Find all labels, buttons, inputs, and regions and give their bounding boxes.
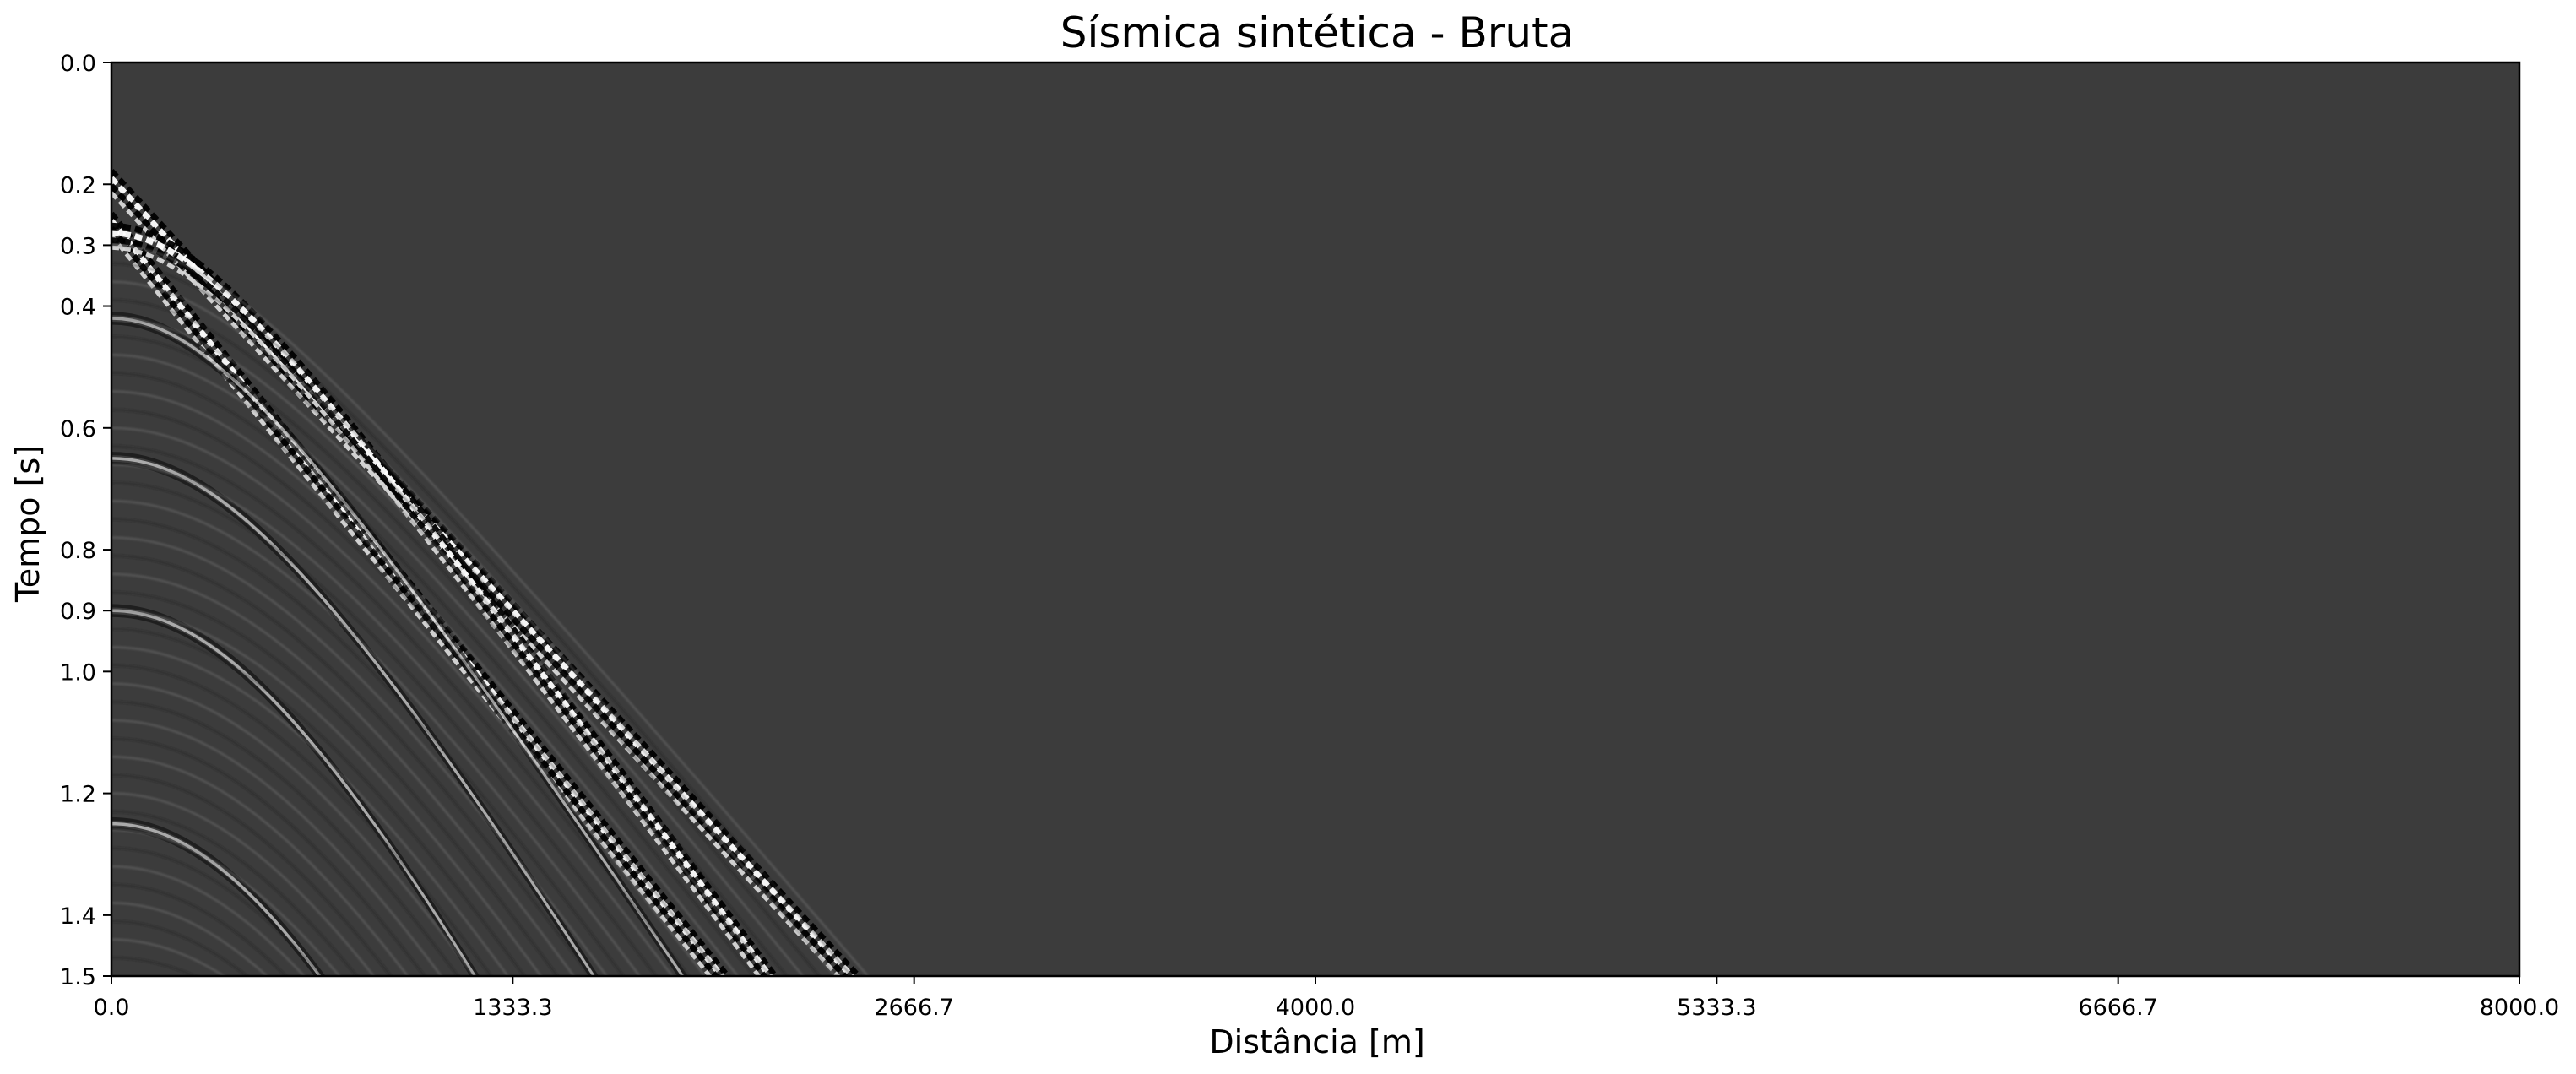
event-lobe (111, 312, 688, 976)
seismic-noise (111, 244, 870, 976)
weak-reflection (111, 591, 559, 976)
x-tick-label: 4000.0 (1276, 995, 1355, 1021)
weak-reflection (111, 865, 306, 976)
event-lobe (111, 317, 685, 976)
event-lobe (111, 222, 779, 976)
weak-reflection (111, 828, 341, 976)
x-tick-label: 5333.3 (1677, 995, 1756, 1021)
weak-reflection (111, 646, 509, 976)
y-tick-label: 0.9 (60, 599, 96, 625)
weak-reflection (111, 664, 492, 976)
y-tick-label: 0.3 (60, 233, 96, 259)
weak-reflection (111, 299, 821, 976)
y-tick-label: 1.2 (60, 782, 96, 808)
y-tick-label: 0.8 (60, 538, 96, 564)
event-lobe (111, 461, 593, 976)
weak-reflection (111, 737, 426, 976)
weak-reflection (111, 280, 837, 976)
x-tick-label: 6666.7 (2078, 995, 2157, 1021)
weak-reflection (111, 957, 197, 976)
y-tick-label: 0.4 (60, 295, 96, 321)
weak-reflection (111, 354, 772, 976)
weak-reflection (111, 464, 674, 976)
weak-reflection (111, 682, 476, 976)
y-tick-label: 1.4 (60, 903, 96, 930)
y-tick-label: 0.2 (60, 172, 96, 198)
weak-reflection (111, 372, 756, 976)
weak-reflection (111, 536, 608, 976)
weak-reflection (111, 572, 575, 976)
y-tick-label: 1.0 (60, 659, 96, 686)
event-lobe (111, 609, 477, 976)
weak-reflection (111, 518, 625, 976)
weak-reflection (111, 627, 526, 976)
weak-reflection (111, 938, 225, 976)
y-tick-label: 1.5 (60, 964, 96, 990)
weak-reflection (111, 481, 658, 976)
weak-reflection (111, 811, 358, 976)
weak-reflection (111, 426, 707, 976)
x-tick-label: 2666.7 (874, 995, 953, 1021)
weak-reflection (111, 847, 323, 976)
y-tick-label: 0.6 (60, 416, 96, 442)
weak-reflection (111, 701, 459, 976)
weak-reflection (111, 902, 268, 976)
event-lobe (111, 245, 762, 976)
weak-reflection (111, 244, 870, 976)
x-axis-label: Distância [m] (1209, 1023, 1424, 1060)
x-tick-label: 8000.0 (2480, 995, 2559, 1021)
weak-reflection (111, 555, 592, 976)
chart-title: Sísmica sintética - Bruta (1060, 8, 1575, 57)
event-lobe (111, 230, 774, 976)
x-axis: 0.0 1333.3 2666.7 4000.0 5333.3 6666.7 8000.0 (94, 976, 2559, 1021)
weak-reflection (111, 792, 376, 976)
weak-reflection (111, 445, 690, 976)
x-tick-label: 1333.3 (473, 995, 552, 1021)
weak-reflection (111, 317, 805, 976)
seismic-image (111, 62, 2519, 976)
weak-reflection (111, 263, 853, 976)
weak-reflection (111, 756, 409, 976)
weak-reflection (111, 610, 542, 976)
seismic-events (111, 169, 870, 976)
weak-reflection (111, 500, 641, 976)
x-tick-label: 0.0 (94, 995, 130, 1021)
weak-reflection (111, 774, 393, 976)
y-axis: 0.0 0.2 0.3 0.4 0.6 0.8 0.9 1.0 1.2 1.4 1.5 (60, 51, 111, 990)
y-tick-label: 0.0 (60, 51, 96, 77)
weak-reflection (111, 390, 739, 976)
y-axis-label: Tempo [s] (9, 445, 46, 603)
weak-reflection (111, 409, 723, 976)
weak-reflection (111, 719, 442, 976)
weak-reflection (111, 920, 248, 976)
weak-reflection (111, 883, 287, 976)
weak-reflection (111, 335, 788, 976)
